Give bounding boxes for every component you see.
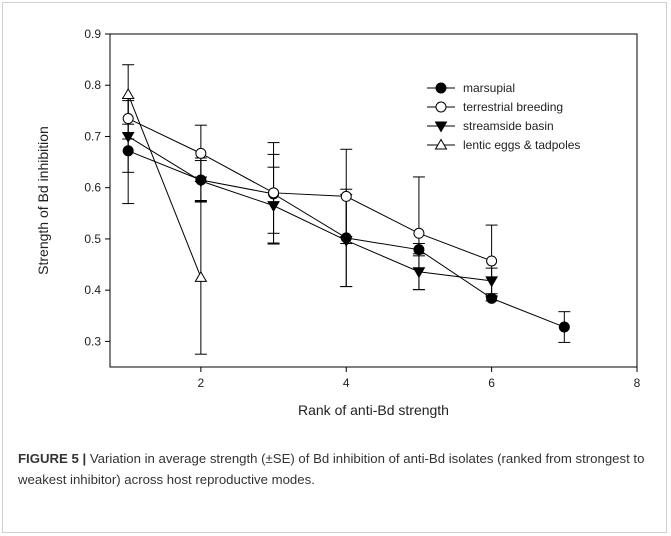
x-tick-label: 2 (198, 376, 205, 390)
legend-marker-terrestrial-breeding (435, 101, 447, 113)
y-tick-label: 0.7 (84, 129, 101, 143)
series-markers (121, 87, 570, 333)
plot-border (109, 33, 638, 368)
y-tick-label: 0.6 (84, 181, 101, 195)
streamside-basin-point (339, 235, 353, 247)
y-tick-label: 0.5 (84, 232, 101, 246)
streamside-basin-line (127, 136, 492, 282)
chart: 2 4 6 8 0.3 0.4 0.5 0.6 0.7 0.8 0.9 marsupial terre… (35, 27, 641, 418)
terrestrial-breeding-line (127, 118, 492, 262)
terrestrial-breeding-point (413, 227, 425, 239)
legend-label-marsupial: marsupial (463, 81, 515, 95)
x-tick-label: 6 (488, 376, 495, 390)
lentic-eggs-tadpoles-point (194, 270, 208, 282)
marsupial-point (486, 292, 498, 304)
marsupial-point (122, 145, 134, 157)
terrestrial-breeding-point (122, 113, 134, 125)
lentic-eggs-tadpoles-line (127, 94, 202, 278)
streamside-basin-point (412, 267, 426, 279)
legend-label-terrestrial-breeding: terrestrial breeding (463, 100, 563, 114)
legend-label-streamside-basin: streamside basin (463, 119, 554, 133)
axis-ticks: 2 4 6 8 0.3 0.4 0.5 0.6 0.7 0.8 0.9 (84, 27, 640, 390)
x-tick-label: 8 (634, 376, 641, 390)
x-axis-label: Rank of anti-Bd strength (298, 402, 449, 418)
terrestrial-breeding-point (486, 255, 498, 267)
lentic-eggs-tadpoles-point (121, 87, 135, 99)
terrestrial-breeding-point (268, 187, 280, 199)
caption-text: Variation in average strength (±SE) of B… (18, 451, 645, 487)
y-tick-label: 0.9 (84, 27, 101, 41)
streamside-basin-point (267, 201, 280, 213)
y-tick-label: 0.3 (84, 334, 101, 348)
streamside-basin-point (121, 131, 135, 143)
y-tick-label: 0.4 (84, 283, 101, 297)
legend-label-lentic-eggs-tadpoles: lentic eggs & tadpoles (463, 138, 580, 152)
terrestrial-breeding-point (340, 190, 352, 202)
marsupial-point (413, 244, 425, 256)
y-tick-label: 0.8 (84, 78, 101, 92)
caption-label: FIGURE 5 | (18, 451, 87, 466)
terrestrial-breeding-point (195, 147, 207, 159)
legend-marker-lentic-eggs-tadpoles (434, 138, 448, 150)
y-axis-label: Strength of Bd inhibition (35, 126, 51, 275)
legend-marker-marsupial (435, 82, 447, 94)
x-tick-label: 4 (343, 376, 350, 390)
legend: marsupial terrestrial breeding streamside … (427, 81, 580, 152)
streamside-basin-point (485, 276, 498, 288)
streamside-basin-point (194, 176, 208, 188)
plot-area (109, 33, 638, 368)
legend-marker-streamside-basin (434, 121, 448, 133)
figure-caption: FIGURE 5 | Variation in average strength… (18, 448, 658, 490)
marsupial-point (558, 321, 570, 333)
